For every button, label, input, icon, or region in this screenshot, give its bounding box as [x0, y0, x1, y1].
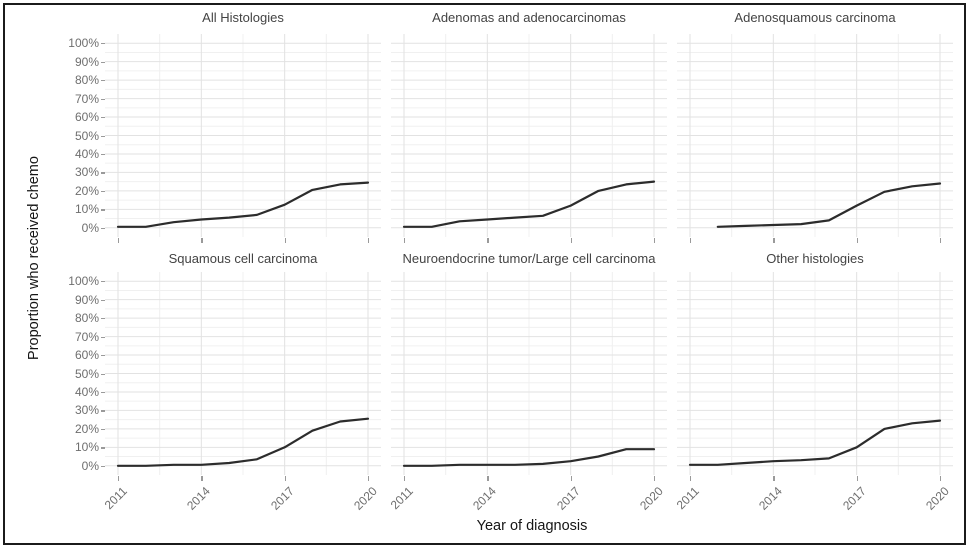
x-tick-label: 2011 [101, 484, 130, 513]
x-tick-mark [940, 476, 942, 481]
y-tick-mark [100, 117, 105, 119]
x-tick-label: 2020 [351, 484, 380, 513]
facet-panel [391, 272, 667, 475]
y-tick-label: 30% [74, 165, 99, 180]
facet-panel [105, 272, 381, 475]
x-tick-mark [773, 238, 775, 243]
y-tick-label: 50% [74, 366, 99, 381]
y-tick-label: 20% [74, 421, 99, 436]
y-tick-label: 0% [81, 220, 99, 235]
x-axis-title: Year of diagnosis [476, 518, 588, 534]
x-tick-mark [856, 476, 858, 481]
y-tick-label: 40% [74, 384, 99, 399]
x-tick-label: 2014 [756, 484, 786, 513]
x-tick-mark [940, 238, 942, 243]
x-tick-mark [856, 238, 858, 243]
x-tick-label: 2014 [184, 484, 214, 513]
y-tick-mark [100, 355, 105, 357]
facet-strip-title: Squamous cell carcinoma [168, 251, 318, 266]
y-tick-label: 90% [74, 54, 99, 69]
x-tick-mark [570, 476, 572, 481]
figure-frame: Proportion who received chemo Year of di… [3, 3, 966, 545]
y-tick-mark [100, 153, 105, 156]
x-tick-mark [118, 238, 120, 243]
y-tick-mark [100, 410, 105, 412]
y-tick-mark [100, 209, 105, 211]
trend-line [402, 448, 656, 467]
y-tick-mark [100, 373, 105, 375]
y-tick-mark [100, 281, 105, 283]
y-tick-label: 70% [74, 91, 99, 106]
x-tick-mark [201, 238, 203, 243]
x-tick-mark [284, 238, 286, 243]
y-tick-mark [100, 391, 105, 394]
x-tick-mark [690, 238, 692, 243]
y-axis-title: Proportion who received chemo [26, 156, 42, 360]
x-tick-mark [201, 476, 203, 481]
y-tick-mark [100, 299, 105, 301]
facet-strip-title: Other histologies [766, 251, 864, 266]
y-tick-mark [100, 61, 105, 63]
y-tick-label: 60% [74, 348, 99, 363]
trend-line [688, 419, 942, 466]
y-tick-label: 40% [74, 146, 99, 161]
x-tick-mark [404, 238, 406, 243]
trend-line [402, 180, 656, 228]
y-tick-label: 70% [74, 329, 99, 344]
trend-line [116, 417, 370, 467]
y-tick-label: 10% [74, 440, 99, 455]
x-tick-mark [487, 476, 489, 481]
facet-strip-title: Adenomas and adenocarcinomas [432, 10, 626, 25]
y-tick-label: 80% [74, 73, 99, 88]
x-tick-mark [284, 476, 286, 481]
y-tick-label: 80% [74, 311, 99, 326]
x-tick-mark [404, 476, 406, 481]
y-tick-label: 50% [74, 128, 99, 143]
x-tick-label: 2017 [267, 484, 297, 513]
x-tick-label: 2020 [923, 484, 952, 513]
y-tick-label: 100% [68, 36, 99, 51]
x-tick-mark [487, 238, 489, 243]
y-tick-label: 10% [74, 202, 99, 217]
trend-line [716, 182, 942, 228]
y-tick-mark [100, 172, 105, 174]
y-tick-mark [100, 190, 105, 193]
x-tick-mark [368, 476, 370, 481]
y-tick-mark [100, 227, 105, 229]
y-tick-label: 90% [74, 292, 99, 307]
trend-line [116, 181, 370, 228]
facet-panel [677, 34, 953, 237]
y-tick-mark [100, 336, 105, 338]
y-tick-label: 60% [74, 110, 99, 125]
x-tick-mark [690, 476, 692, 481]
facet-panel [391, 34, 667, 237]
y-tick-mark [100, 318, 105, 320]
x-tick-mark [654, 238, 656, 243]
y-tick-mark [100, 135, 105, 137]
y-tick-mark [100, 98, 105, 100]
y-tick-mark [100, 465, 105, 467]
y-tick-label: 0% [81, 458, 99, 473]
y-tick-mark [100, 43, 105, 45]
facet-panel [105, 34, 381, 237]
x-tick-mark [118, 476, 120, 481]
y-tick-label: 100% [68, 274, 99, 289]
facet-strip-title: Adenosquamous carcinoma [734, 10, 896, 25]
x-tick-mark [654, 476, 656, 481]
y-tick-mark [100, 80, 105, 82]
y-tick-label: 20% [74, 183, 99, 198]
y-tick-mark [100, 428, 105, 431]
y-tick-label: 30% [74, 403, 99, 418]
x-tick-mark [773, 476, 775, 481]
y-tick-mark [100, 447, 105, 449]
facet-strip-title: All Histologies [202, 10, 284, 25]
facet-panel [677, 272, 953, 475]
x-tick-label: 2017 [839, 484, 869, 513]
facet-strip-title: Neuroendocrine tumor/Large cell carcinom… [402, 251, 656, 266]
x-tick-mark [368, 238, 370, 243]
x-tick-mark [570, 238, 572, 243]
